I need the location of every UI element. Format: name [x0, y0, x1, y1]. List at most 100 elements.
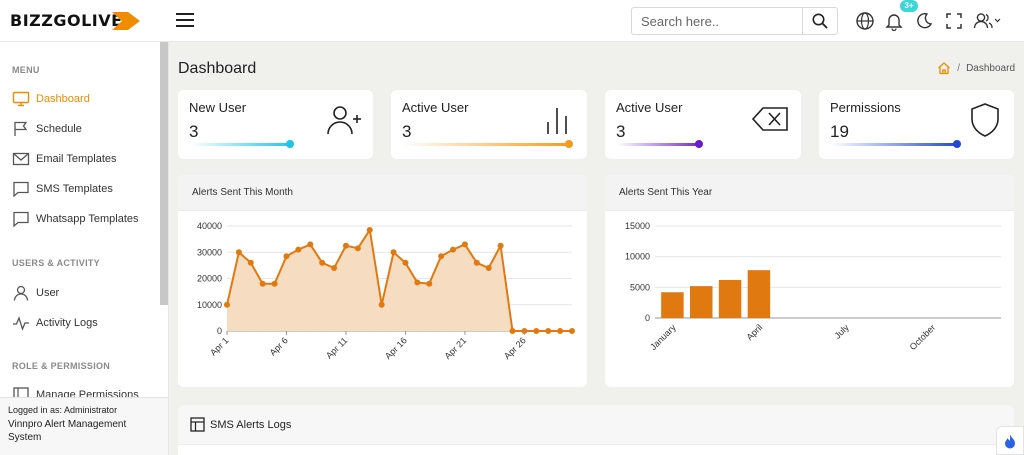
- data-point: [497, 242, 504, 249]
- x-tick-label: Apr 26: [502, 335, 528, 361]
- data-point: [450, 246, 457, 253]
- sidebar-item-sms-templates[interactable]: SMS Templates: [12, 178, 162, 200]
- stat-value: 3: [189, 122, 199, 141]
- top-header: BIZZGOLIVE 3+: [0, 0, 1024, 42]
- y-tick-label: 30000: [197, 247, 222, 257]
- data-point: [414, 279, 421, 286]
- section-users-activity: USERS & ACTIVITY: [12, 258, 100, 268]
- y-tick-label: 40000: [197, 221, 222, 231]
- data-point: [390, 249, 397, 256]
- sidebar-item-label: Dashboard: [36, 93, 90, 105]
- stat-card-active-user-2: Active User 3: [605, 90, 801, 159]
- sidebar-item-dashboard[interactable]: Dashboard: [12, 88, 162, 110]
- stat-card-permissions: Permissions 19: [819, 90, 1014, 159]
- floating-action-button[interactable]: [996, 426, 1024, 455]
- stat-value: 19: [830, 122, 849, 141]
- x-tick-label: October: [908, 322, 938, 352]
- x-tick-label: Apr 16: [383, 335, 409, 361]
- stat-card-new-user: New User 3: [178, 90, 373, 159]
- data-point: [259, 280, 266, 287]
- data-point: [378, 301, 385, 308]
- panel-title: SMS Alerts Logs: [210, 419, 292, 431]
- hamburger-menu-icon[interactable]: [176, 13, 194, 27]
- data-point: [557, 328, 564, 334]
- panel-alerts-month: Alerts Sent This Month 0 10000 20000 30000 4…: [178, 175, 587, 387]
- sidebar-item-label: Schedule: [36, 123, 82, 135]
- table-icon: [190, 417, 205, 432]
- stat-bar-dot: [286, 140, 294, 148]
- data-point: [342, 242, 349, 249]
- logged-in-text: Logged in as: Administrator: [8, 405, 118, 415]
- panel-header: SMS Alerts Logs: [178, 405, 1014, 445]
- y-tick-label: 0: [217, 326, 222, 336]
- data-point: [247, 259, 254, 266]
- chat-icon: [12, 180, 30, 198]
- panel-header: Alerts Sent This Year: [605, 175, 1014, 211]
- sidebar-item-email-templates[interactable]: Email Templates: [12, 148, 162, 170]
- section-role-permission: ROLE & PERMISSION: [12, 361, 111, 371]
- data-point: [533, 328, 540, 334]
- mail-icon: [12, 150, 30, 168]
- sidebar-scrollbar[interactable]: [160, 42, 168, 305]
- sidebar-item-whatsapp-templates[interactable]: Whatsapp Templates: [12, 208, 162, 230]
- data-point: [235, 249, 242, 256]
- data-point: [402, 259, 409, 266]
- flame-icon: [1005, 433, 1015, 448]
- activity-icon: [12, 314, 30, 332]
- page-title: Dashboard: [178, 60, 257, 77]
- sidebar-item-label: User: [36, 287, 60, 299]
- y-tick-label: 0: [645, 313, 650, 323]
- search-button[interactable]: [802, 8, 837, 34]
- search-input[interactable]: [632, 8, 802, 34]
- moon-icon[interactable]: [914, 11, 934, 31]
- y-tick-label: 10000: [197, 300, 222, 310]
- shield-icon: [971, 103, 999, 137]
- x-tick-label: Apr 1: [208, 335, 230, 357]
- stat-bar: [617, 143, 697, 146]
- y-tick-label: 15000: [625, 221, 650, 231]
- data-point: [331, 265, 338, 271]
- panel-alerts-year: Alerts Sent This Year 0 5000 10000 15000 Jan…: [605, 175, 1014, 387]
- x-tick-label: July: [832, 322, 851, 341]
- stat-label: New User: [189, 100, 247, 115]
- sidebar-item-user[interactable]: User: [12, 282, 162, 304]
- monitor-icon: [12, 90, 30, 108]
- logo-arrow-icon: [112, 12, 140, 30]
- data-point: [354, 245, 361, 252]
- x-tick-label: Apr 21: [443, 335, 469, 361]
- user-menu-icon[interactable]: [973, 11, 1001, 31]
- bar-chart-icon: [547, 108, 567, 134]
- sidebar: MENU Dashboard Schedule Email Templates …: [0, 42, 169, 455]
- data-point: [545, 328, 552, 334]
- sidebar-item-schedule[interactable]: Schedule: [12, 118, 162, 140]
- user-icon: [12, 284, 30, 302]
- flag-icon: [12, 120, 30, 138]
- panel-title: Alerts Sent This Month: [192, 187, 293, 198]
- data-point: [271, 280, 278, 287]
- stat-bar-dot: [565, 140, 573, 148]
- backspace-icon: [751, 107, 788, 131]
- stat-bar-dot: [695, 140, 703, 148]
- home-icon[interactable]: [937, 61, 951, 75]
- sidebar-footer: Logged in as: Administrator Vinnpro Aler…: [0, 397, 168, 455]
- stat-bar: [831, 143, 959, 146]
- bar: [690, 286, 713, 318]
- search-icon: [812, 13, 828, 29]
- section-menu: MENU: [12, 65, 40, 75]
- bell-icon[interactable]: [884, 11, 904, 31]
- stat-label: Active User: [616, 100, 683, 115]
- bar: [661, 292, 684, 318]
- stat-bar: [403, 143, 571, 146]
- brand-logo[interactable]: BIZZGOLIVE: [10, 9, 142, 33]
- data-point: [224, 301, 230, 308]
- x-tick-label: Apr 11: [324, 335, 349, 360]
- fullscreen-icon[interactable]: [944, 11, 964, 31]
- stat-label: Permissions: [830, 100, 901, 115]
- x-tick-label: April: [745, 322, 765, 342]
- sidebar-item-label: SMS Templates: [36, 183, 113, 195]
- bar: [747, 270, 771, 318]
- chart-alerts-month: 0 10000 20000 30000 40000 Apr 1 Apr 6 Apr 11 Apr…: [197, 221, 575, 361]
- globe-icon[interactable]: [855, 11, 875, 31]
- data-point: [295, 246, 302, 253]
- sidebar-item-activity-logs[interactable]: Activity Logs: [12, 312, 162, 334]
